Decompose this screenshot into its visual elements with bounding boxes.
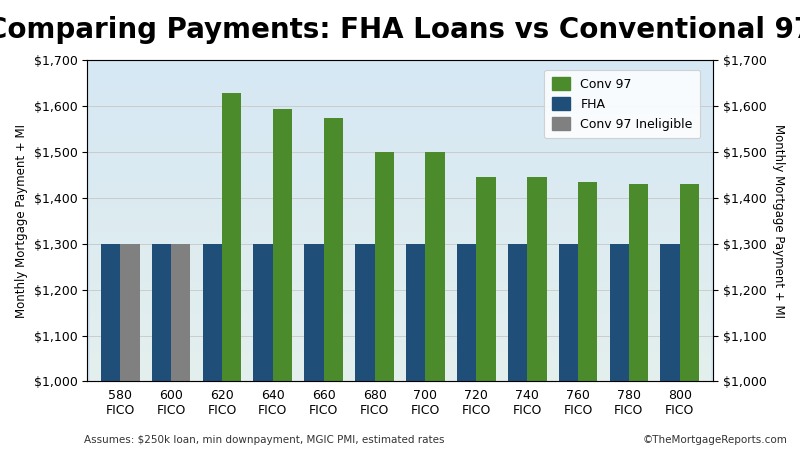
Bar bbox=[661, 244, 680, 381]
Bar bbox=[202, 244, 222, 381]
Text: Comparing Payments: FHA Loans vs Conventional 97: Comparing Payments: FHA Loans vs Convent… bbox=[0, 16, 800, 44]
Bar bbox=[304, 244, 324, 381]
Bar bbox=[426, 152, 445, 381]
Text: Assumes: $250k loan, min downpayment, MGIC PMI, estimated rates: Assumes: $250k loan, min downpayment, MG… bbox=[84, 435, 445, 445]
Y-axis label: Monthly Mortgage Payment + MI: Monthly Mortgage Payment + MI bbox=[15, 124, 28, 318]
Bar bbox=[457, 244, 476, 381]
Bar bbox=[171, 244, 190, 381]
Bar bbox=[374, 152, 394, 381]
Legend: Conv 97, FHA, Conv 97 Ineligible: Conv 97, FHA, Conv 97 Ineligible bbox=[544, 70, 700, 138]
Text: ©TheMortgageReports.com: ©TheMortgageReports.com bbox=[643, 435, 788, 445]
Bar bbox=[527, 177, 546, 381]
Bar bbox=[273, 108, 292, 381]
Bar bbox=[120, 244, 139, 381]
Bar bbox=[406, 244, 426, 381]
Bar bbox=[558, 244, 578, 381]
Bar bbox=[324, 118, 343, 381]
Y-axis label: Monthly Mortgage Payment + MI: Monthly Mortgage Payment + MI bbox=[772, 124, 785, 318]
Bar bbox=[629, 184, 648, 381]
Bar bbox=[254, 244, 273, 381]
Bar bbox=[355, 244, 374, 381]
Bar bbox=[222, 93, 242, 381]
Bar bbox=[578, 182, 598, 381]
Bar bbox=[610, 244, 629, 381]
Bar bbox=[680, 184, 699, 381]
Bar bbox=[152, 244, 171, 381]
Bar bbox=[508, 244, 527, 381]
Bar bbox=[101, 244, 120, 381]
Bar bbox=[476, 177, 496, 381]
